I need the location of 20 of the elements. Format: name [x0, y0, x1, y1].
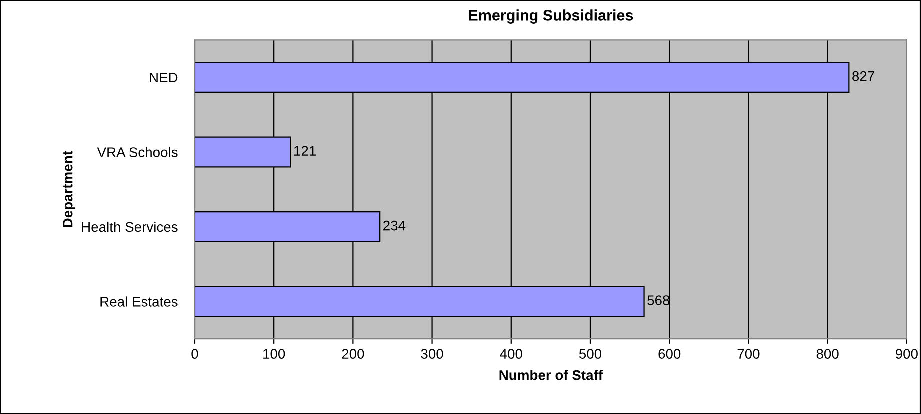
x-tick-label: 900 [896, 349, 918, 359]
x-axis-title: Number of Staff [500, 370, 604, 380]
data-label: 234 [384, 220, 406, 231]
x-tick-label: 600 [658, 349, 681, 359]
x-tick-label: 0 [192, 349, 198, 359]
y-tick-label: Real Estates [100, 296, 178, 307]
x-tick-label: 700 [738, 349, 760, 359]
y-tick-label: Health Services [82, 222, 178, 232]
x-tick-label: 400 [500, 349, 522, 359]
chart-title: Emerging Subsidiaries [469, 10, 634, 24]
x-tick-label: 500 [579, 349, 602, 359]
y-axis-title: Department [63, 151, 76, 228]
x-tick-label: 100 [264, 349, 286, 359]
data-label: 827 [852, 71, 874, 82]
data-label: 121 [294, 146, 316, 156]
y-tick-label: NED [150, 73, 178, 83]
y-tick-label: VRA Schools [97, 147, 178, 158]
x-tick-label: 300 [421, 349, 444, 359]
x-tick-label: 200 [342, 349, 364, 359]
x-tick-label: 800 [816, 349, 839, 359]
